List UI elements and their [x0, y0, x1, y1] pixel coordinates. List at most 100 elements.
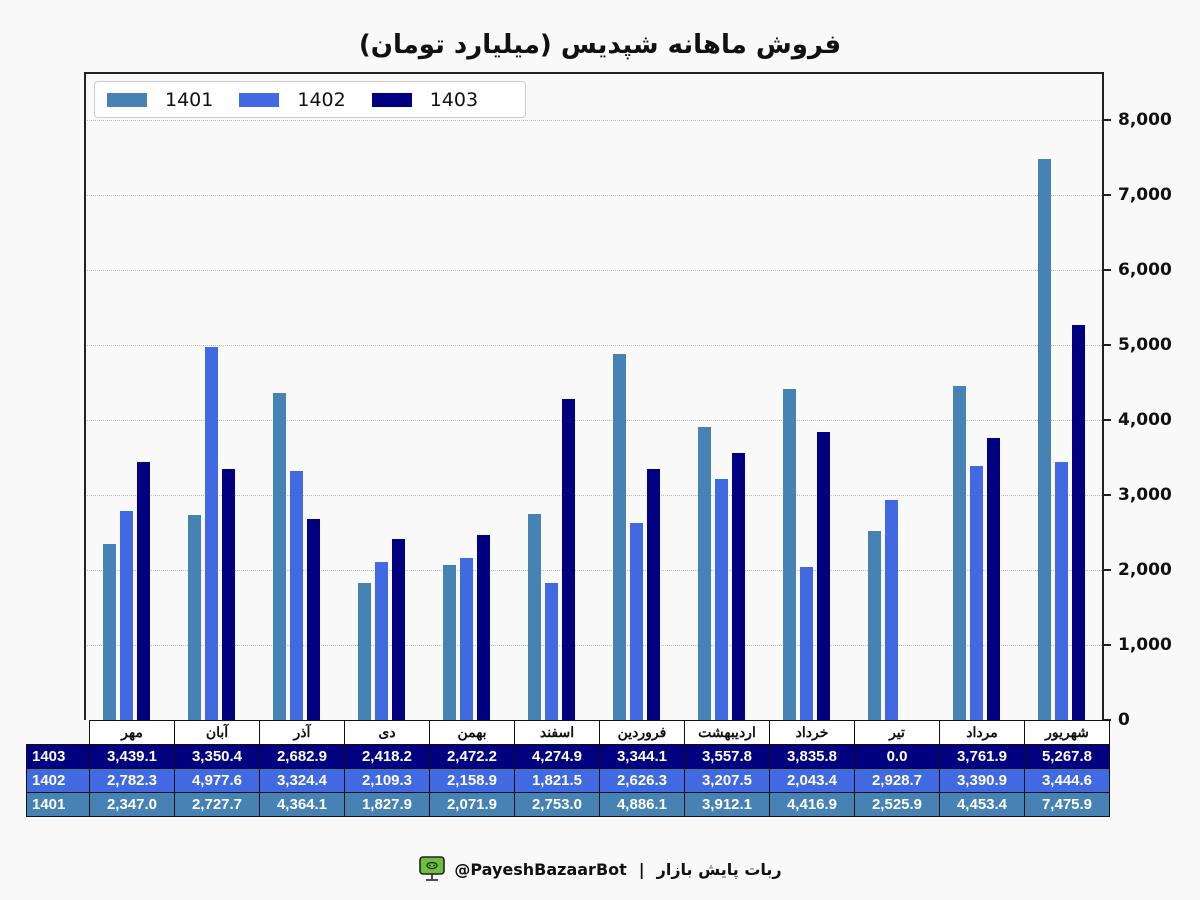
bar-1402: [800, 566, 813, 720]
gridline: [84, 270, 1104, 271]
footer: @PayeshBazaarBot | ربات پایش بازار: [0, 856, 1200, 882]
gridline: [84, 195, 1104, 196]
table-month-header: آذر: [259, 720, 345, 745]
y-tick-label: 6,000: [1118, 260, 1172, 280]
legend-item-1401: 1401: [107, 89, 213, 111]
bar-1403: [222, 468, 235, 720]
bar-1402: [1055, 461, 1068, 720]
gridline: [84, 495, 1104, 496]
bot-handle: @PayeshBazaarBot: [454, 859, 627, 879]
y-tick: [1104, 269, 1111, 271]
legend-label: 1401: [165, 88, 214, 111]
bar-1401: [953, 385, 966, 720]
y-tick-label: 3,000: [1118, 485, 1172, 505]
table-cell: 3,439.1: [89, 744, 175, 769]
table-cell: 0.0: [854, 744, 940, 769]
table-cell: 7,475.9: [1024, 792, 1110, 817]
table-cell: 3,444.6: [1024, 768, 1110, 793]
bot-name: ربات پایش بازار: [656, 859, 782, 879]
table-cell: 5,267.8: [1024, 744, 1110, 769]
y-tick: [1104, 644, 1111, 646]
gridline: [84, 420, 1104, 421]
table-cell: 2,418.2: [344, 744, 430, 769]
table-cell: 4,453.4: [939, 792, 1025, 817]
table-cell: 2,158.9: [429, 768, 515, 793]
table-cell: 2,626.3: [599, 768, 685, 793]
y-tick: [1104, 569, 1111, 571]
table-cell: 3,761.9: [939, 744, 1025, 769]
bar-1401: [103, 543, 116, 720]
table-row-label: 1403: [26, 744, 90, 769]
separator: |: [638, 859, 645, 879]
y-tick-label: 1,000: [1118, 635, 1172, 655]
bar-1403: [477, 534, 490, 720]
legend-swatch: [239, 92, 280, 107]
gridline: [84, 345, 1104, 346]
table-month-header: فروردین: [599, 720, 685, 745]
bar-1401: [783, 388, 796, 720]
legend-label: 1403: [429, 88, 479, 111]
table-cell: 3,350.4: [174, 744, 260, 769]
table-cell: 4,274.9: [514, 744, 600, 769]
chart-title: فروش ماهانه شپدیس (میلیارد تومان): [358, 30, 842, 60]
gridline: [84, 570, 1104, 571]
table-month-header: خرداد: [769, 720, 855, 745]
bar-1401: [443, 564, 456, 720]
table-month-header: تیر: [854, 720, 940, 745]
bar-1403: [562, 399, 575, 720]
bar-1403: [817, 432, 830, 720]
table-month-header: مرداد: [939, 720, 1025, 745]
table-row: 1402 2,782.3 4,977.6 3,324.4 2,109.3 2,158.9 1…: [26, 768, 1110, 793]
bar-1402: [290, 470, 303, 720]
table-cell: 3,344.1: [599, 744, 685, 769]
legend-label: 1402: [297, 88, 346, 111]
y-tick: [1104, 419, 1111, 421]
table-cell: 2,727.7: [174, 792, 260, 817]
legend-swatch: [107, 92, 147, 107]
y-tick-label: 2,000: [1118, 560, 1172, 580]
bar-1402: [545, 583, 558, 720]
table-cell: 1,827.9: [344, 792, 430, 817]
table-cell: 2,071.9: [429, 792, 515, 817]
table-row: 1403 3,439.1 3,350.4 2,682.9 2,418.2 2,472.2 4…: [26, 744, 1110, 769]
bar-1402: [715, 479, 728, 720]
table-month-header: اردیبهشت: [684, 720, 770, 745]
y-tick: [1104, 494, 1111, 496]
table-header-row: مهر آبان آذر دی بهمن اسفند فروردین اردیبهشت خردا…: [26, 720, 1110, 745]
table-month-header: بهمن: [429, 720, 515, 745]
table-cell: 2,782.3: [89, 768, 175, 793]
table-row-label: 1401: [26, 792, 90, 817]
table-cell: 2,347.0: [89, 792, 175, 817]
table-row-label: 1402: [26, 768, 90, 793]
table-cell: 2,753.0: [514, 792, 600, 817]
gridline: [84, 120, 1104, 121]
table-cell: 4,977.6: [174, 768, 260, 793]
bar-1403: [392, 538, 405, 720]
bar-1402: [885, 500, 898, 720]
y-tick: [1104, 344, 1111, 346]
table-row: 1401 2,347.0 2,727.7 4,364.1 1,827.9 2,071.9 2…: [26, 792, 1110, 817]
data-table: مهر آبان آذر دی بهمن اسفند فروردین اردیبهشت خردا…: [26, 720, 1110, 817]
bar-1401: [528, 513, 541, 720]
bar-1401: [698, 426, 711, 720]
table-cell: 2,928.7: [854, 768, 940, 793]
table-cell: 3,912.1: [684, 792, 770, 817]
bar-1403: [137, 462, 150, 720]
bar-1401: [188, 515, 201, 720]
bar-1403: [307, 518, 320, 720]
table-cell: 4,886.1: [599, 792, 685, 817]
legend-item-1402: 1402: [239, 88, 346, 111]
table-cell: 3,390.9: [939, 768, 1025, 793]
y-tick-label: 7,000: [1118, 185, 1172, 205]
legend-swatch: [371, 92, 412, 107]
table-cell: 2,043.4: [769, 768, 855, 793]
table-cell: 2,682.9: [259, 744, 345, 769]
table-month-header: مهر: [89, 720, 175, 745]
bar-1402: [460, 558, 473, 720]
bar-1402: [970, 465, 983, 720]
bar-1403: [987, 437, 1000, 720]
bar-1401: [358, 582, 371, 720]
bar-1403: [1072, 324, 1085, 720]
table-cell: 3,557.8: [684, 744, 770, 769]
bar-1401: [1038, 159, 1051, 720]
